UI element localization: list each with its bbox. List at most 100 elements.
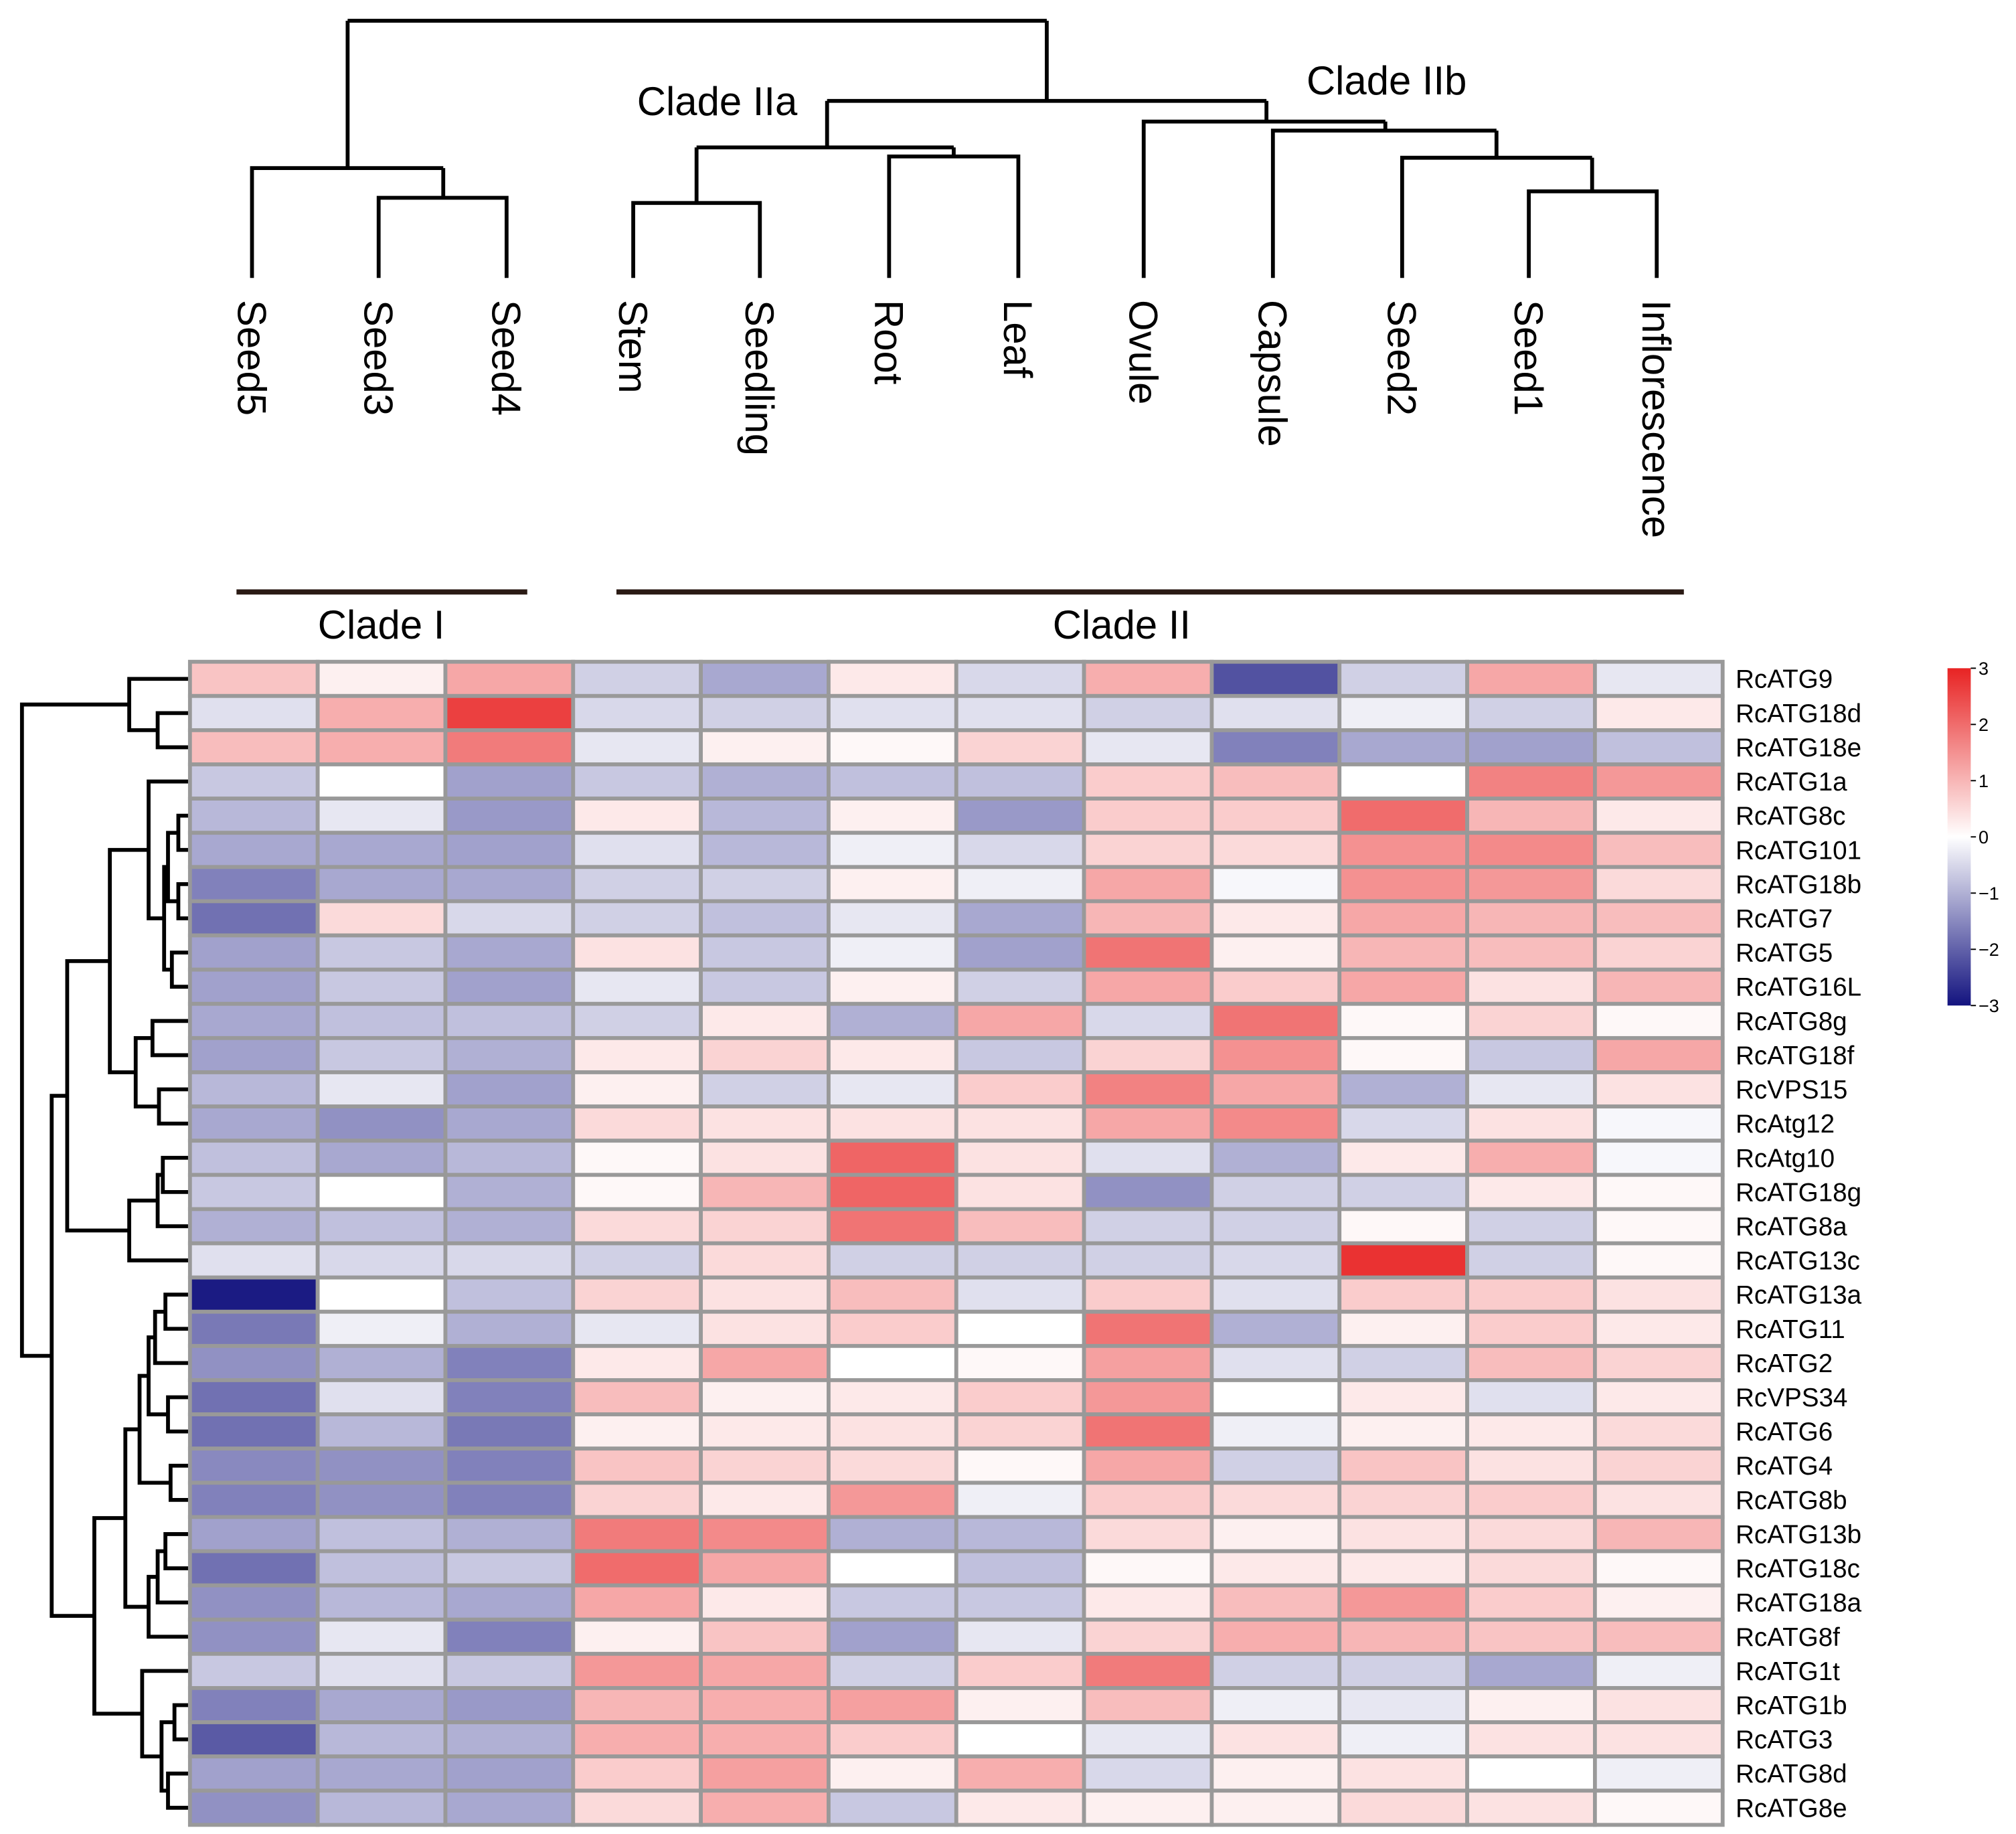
heatmap-cell bbox=[443, 659, 576, 698]
heatmap-cell bbox=[1209, 797, 1342, 835]
heatmap-cell bbox=[1209, 1207, 1342, 1246]
heatmap-cell bbox=[571, 693, 703, 732]
heatmap-cell bbox=[571, 1446, 703, 1485]
heatmap-cell bbox=[827, 1446, 958, 1485]
heatmap-cell bbox=[187, 1207, 320, 1246]
heatmap-cell bbox=[1465, 1481, 1597, 1519]
heatmap-cell bbox=[443, 1446, 576, 1485]
heatmap-cell bbox=[571, 1412, 703, 1451]
heatmap-cell bbox=[827, 1686, 958, 1724]
heatmap-cell bbox=[954, 1378, 1086, 1416]
heatmap-cell bbox=[1337, 1104, 1469, 1143]
heatmap-cell bbox=[1209, 1515, 1342, 1554]
row-label: RcATG3 bbox=[1736, 1726, 1833, 1754]
heatmap-cell bbox=[1209, 693, 1342, 732]
heatmap-cell bbox=[315, 1173, 448, 1212]
heatmap-cell bbox=[1465, 1446, 1597, 1485]
row-label: RcATG101 bbox=[1736, 836, 1861, 865]
heatmap-cell bbox=[443, 1173, 576, 1212]
heatmap-cell bbox=[443, 1651, 576, 1690]
heatmap-cell bbox=[187, 1241, 320, 1280]
heatmap-cell bbox=[699, 1651, 831, 1690]
colorbar-tick-label: 0 bbox=[1979, 827, 1989, 847]
heatmap-cell bbox=[1465, 1241, 1597, 1280]
heatmap-cell bbox=[315, 693, 448, 732]
heatmap-cell bbox=[1465, 1651, 1597, 1690]
heatmap-cell bbox=[954, 1207, 1086, 1246]
heatmap-cell bbox=[699, 1241, 831, 1280]
heatmap-cell bbox=[1082, 1139, 1214, 1177]
row-label: RcATG18e bbox=[1736, 734, 1861, 762]
heatmap-cell bbox=[827, 1651, 958, 1690]
heatmap-cell bbox=[954, 762, 1086, 801]
row-label: RcATG8f bbox=[1736, 1623, 1840, 1652]
row-dendrogram bbox=[19, 677, 190, 1810]
heatmap-cell bbox=[827, 1343, 958, 1382]
heatmap-cell bbox=[1082, 1309, 1214, 1348]
heatmap-cell bbox=[187, 1617, 320, 1656]
heatmap-cell bbox=[187, 865, 320, 904]
heatmap-cell bbox=[1337, 1549, 1469, 1588]
heatmap-cell bbox=[571, 1617, 703, 1656]
heatmap-cell bbox=[1209, 1754, 1342, 1793]
heatmap-cell bbox=[827, 1207, 958, 1246]
heatmap-cell bbox=[699, 1446, 831, 1485]
heatmap-cell bbox=[1209, 728, 1342, 766]
heatmap-cell bbox=[1209, 1070, 1342, 1108]
heatmap-cell bbox=[827, 1001, 958, 1040]
heatmap-cell bbox=[315, 1446, 448, 1485]
heatmap-cell bbox=[443, 1515, 576, 1554]
column-label: Stem bbox=[610, 300, 655, 394]
clade-label: Clade IIa bbox=[637, 79, 798, 124]
heatmap-cell bbox=[1082, 1241, 1214, 1280]
heatmap-cell bbox=[1209, 1241, 1342, 1280]
heatmap-cell bbox=[1209, 1378, 1342, 1416]
heatmap-cell bbox=[1209, 1549, 1342, 1588]
heatmap-cell bbox=[1337, 762, 1469, 801]
heatmap-cell bbox=[315, 1309, 448, 1348]
heatmap-cell bbox=[954, 1139, 1086, 1177]
heatmap-cell bbox=[1082, 1001, 1214, 1040]
heatmap-cell bbox=[443, 1035, 576, 1074]
row-label: RcATG1t bbox=[1736, 1657, 1840, 1686]
row-label: RcATG6 bbox=[1736, 1418, 1833, 1446]
heatmap-cell bbox=[954, 1720, 1086, 1759]
heatmap-cell bbox=[1592, 1515, 1725, 1554]
heatmap-cell bbox=[315, 762, 448, 801]
heatmap-cell bbox=[315, 1412, 448, 1451]
row-label: RcATG18b bbox=[1736, 870, 1861, 899]
heatmap-cell bbox=[571, 1241, 703, 1280]
heatmap-cell bbox=[827, 1515, 958, 1554]
heatmap-cell bbox=[1082, 762, 1214, 801]
heatmap-cell bbox=[1592, 1104, 1725, 1143]
heatmap-cell bbox=[699, 1343, 831, 1382]
heatmap-cell bbox=[1082, 967, 1214, 1006]
heatmap-cell bbox=[571, 1515, 703, 1554]
heatmap-cell bbox=[699, 933, 831, 972]
heatmap-cell bbox=[1209, 1173, 1342, 1212]
heatmap-cell bbox=[1592, 1309, 1725, 1348]
heatmap-cell bbox=[187, 1309, 320, 1348]
heatmap-cell bbox=[571, 1343, 703, 1382]
heatmap-cell bbox=[699, 1139, 831, 1177]
column-label: Seed4 bbox=[484, 300, 529, 416]
heatmap-cell bbox=[1082, 797, 1214, 835]
heatmap-cell bbox=[1592, 1481, 1725, 1519]
heatmap-cell bbox=[954, 1754, 1086, 1793]
heatmap-cell bbox=[699, 1275, 831, 1314]
heatmap-cell bbox=[443, 967, 576, 1006]
heatmap-cell bbox=[443, 1481, 576, 1519]
heatmap-cell bbox=[1465, 762, 1597, 801]
column-label: Root bbox=[866, 300, 911, 385]
heatmap-cell bbox=[699, 659, 831, 698]
row-label: RcATG13c bbox=[1736, 1247, 1860, 1276]
row-label: RcAtg12 bbox=[1736, 1110, 1835, 1139]
heatmap-cell bbox=[1082, 1686, 1214, 1724]
heatmap-cell bbox=[443, 1549, 576, 1588]
heatmap-cell bbox=[1592, 762, 1725, 801]
heatmap-cell bbox=[1082, 1378, 1214, 1416]
heatmap-cell bbox=[1592, 1412, 1725, 1451]
heatmap-cell bbox=[954, 1481, 1086, 1519]
heatmap-cell bbox=[1082, 1720, 1214, 1759]
